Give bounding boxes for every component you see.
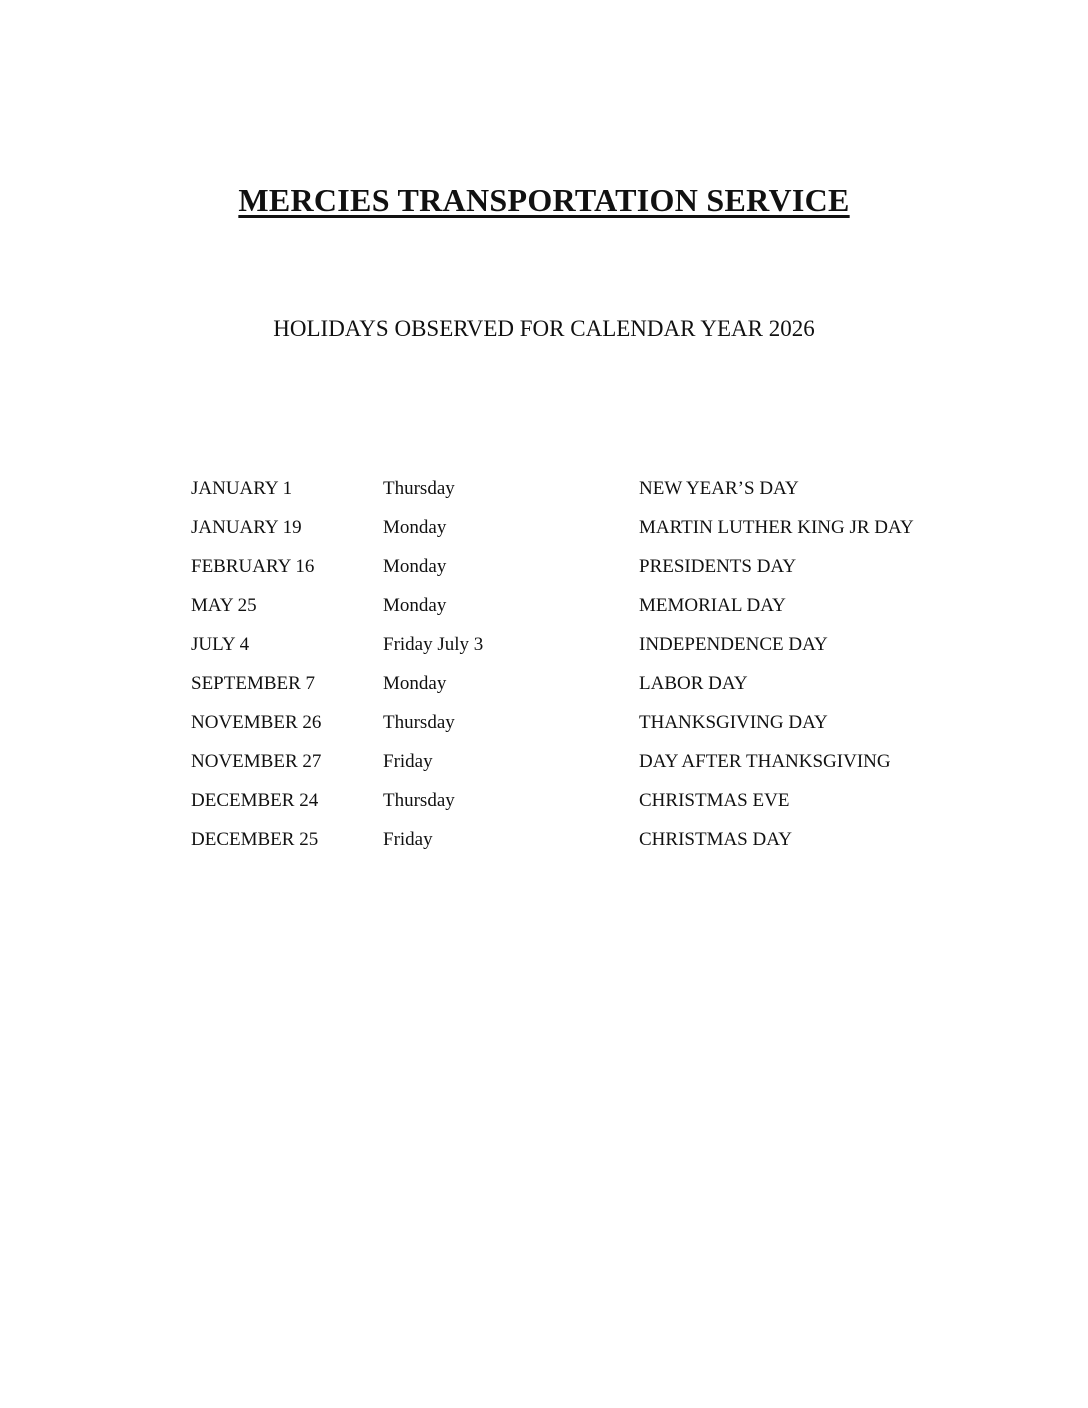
holiday-weekday: Friday July 3 <box>383 634 484 655</box>
holiday-name: MEMORIAL DAY <box>639 595 786 616</box>
holiday-name: INDEPENDENCE DAY <box>639 634 828 655</box>
holiday-weekday: Monday <box>383 517 447 538</box>
holiday-weekday: Monday <box>383 556 447 577</box>
holiday-weekday: Monday <box>383 595 447 616</box>
holiday-date: DECEMBER 25 <box>191 829 319 850</box>
holiday-date: JANUARY 19 <box>191 517 302 538</box>
page-title: MERCIES TRANSPORTATION SERVICE <box>238 182 850 218</box>
holiday-weekday: Thursday <box>383 712 455 733</box>
holiday-name: DAY AFTER THANKSGIVING <box>639 751 891 772</box>
page-subtitle: HOLIDAYS OBSERVED FOR CALENDAR YEAR 2026 <box>273 316 815 341</box>
holiday-weekday: Friday <box>383 751 433 772</box>
holiday-date: NOVEMBER 26 <box>191 712 322 733</box>
holiday-name: THANKSGIVING DAY <box>639 712 828 733</box>
holiday-date: NOVEMBER 27 <box>191 751 322 772</box>
holiday-date: DECEMBER 24 <box>191 790 319 811</box>
holiday-name: PRESIDENTS DAY <box>639 556 797 577</box>
holiday-date: MAY 25 <box>191 595 257 616</box>
holiday-name: LABOR DAY <box>639 673 748 694</box>
holiday-date: JANUARY 1 <box>191 478 293 499</box>
holiday-date: JULY 4 <box>191 634 250 655</box>
holiday-weekday: Friday <box>383 829 433 850</box>
holiday-name: CHRISTMAS DAY <box>639 829 792 850</box>
holiday-name: CHRISTMAS EVE <box>639 790 790 811</box>
holiday-name: MARTIN LUTHER KING JR DAY <box>639 517 914 538</box>
holiday-weekday: Thursday <box>383 790 455 811</box>
holiday-name: NEW YEAR’S DAY <box>639 478 799 499</box>
holiday-date: SEPTEMBER 7 <box>191 673 316 694</box>
holiday-weekday: Thursday <box>383 478 455 499</box>
holiday-date: FEBRUARY 16 <box>191 556 315 577</box>
holiday-weekday: Monday <box>383 673 447 694</box>
